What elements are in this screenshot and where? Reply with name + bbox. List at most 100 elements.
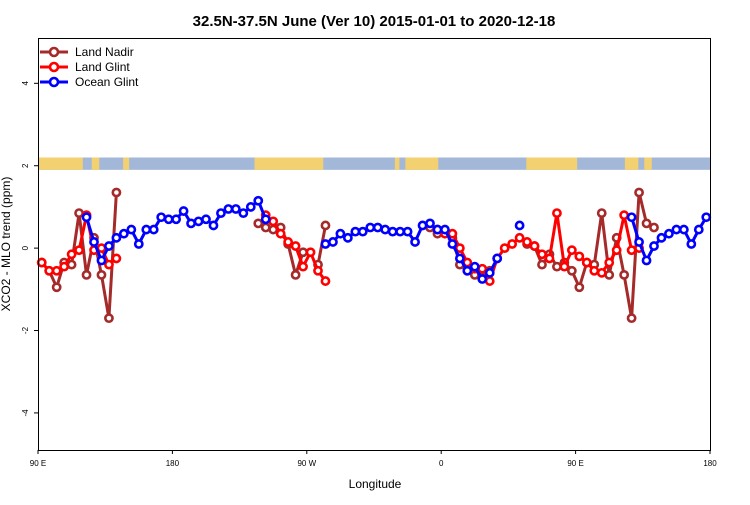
point-land-glint-5: [74, 245, 84, 256]
point-ocean-glint-29: [350, 226, 361, 237]
point-ocean-glint-31: [365, 222, 376, 233]
point-land-glint-46: [626, 245, 637, 256]
point-land-nadir-31: [537, 259, 547, 270]
point-ocean-glint-7: [133, 239, 144, 249]
point-ocean-glint-18: [216, 208, 226, 218]
point-ocean-glint-0: [81, 212, 92, 223]
point-ocean-glint-46: [477, 274, 488, 284]
point-land-nadir-9: [104, 313, 114, 324]
series-layer: [36, 187, 712, 324]
point-land-nadir-35: [566, 265, 577, 276]
point-land-glint-13: [275, 228, 286, 239]
point-land-nadir-45: [641, 218, 652, 229]
point-ocean-glint-34: [387, 226, 398, 237]
point-ocean-glint-49: [514, 220, 525, 231]
point-land-nadir-11: [253, 218, 264, 229]
point-ocean-glint-58: [686, 239, 697, 249]
point-ocean-glint-39: [425, 218, 435, 229]
point-land-glint-9: [104, 259, 114, 270]
point-land-nadir-46: [649, 222, 659, 233]
point-land-nadir-4: [66, 259, 77, 270]
point-land-glint-15: [290, 241, 301, 251]
point-ocean-glint-11: [163, 214, 174, 225]
y-tick-label-0: -4: [21, 409, 30, 417]
point-land-glint-19: [320, 276, 331, 286]
point-ocean-glint-8: [141, 224, 152, 235]
land-segment-0: [38, 157, 83, 170]
point-land-glint-22: [447, 228, 458, 239]
legend-label-ocean-glint: Ocean Glint: [75, 75, 139, 89]
point-ocean-glint-43: [454, 253, 465, 264]
point-ocean-glint-10: [156, 212, 167, 223]
point-ocean-glint-32: [372, 222, 383, 233]
point-land-glint-41: [589, 265, 600, 276]
plot-frame: [38, 38, 711, 451]
point-land-nadir-8: [96, 269, 107, 280]
legend-item-ocean-glint: Ocean Glint: [40, 75, 139, 89]
point-land-glint-1: [44, 265, 55, 276]
point-ocean-glint-24: [260, 214, 271, 225]
point-ocean-glint-4: [111, 232, 122, 243]
point-land-glint-31: [514, 232, 525, 243]
point-ocean-glint-51: [634, 237, 644, 247]
point-land-glint-0: [36, 257, 47, 268]
point-ocean-glint-57: [678, 224, 689, 235]
point-ocean-glint-40: [432, 224, 443, 235]
point-land-glint-2: [51, 265, 62, 276]
point-ocean-glint-59: [693, 224, 704, 235]
x-tick-label-3: 0: [439, 459, 444, 468]
legend-marker-land-nadir: [48, 46, 60, 58]
point-land-glint-42: [596, 267, 607, 278]
point-land-glint-45: [619, 210, 630, 221]
point-ocean-glint-23: [253, 195, 264, 206]
land-segment-1: [91, 157, 100, 170]
y-axis-label: XCO2 - MLO trend (ppm): [0, 177, 13, 312]
point-land-glint-39: [574, 251, 585, 262]
point-land-nadir-12: [260, 222, 271, 233]
point-land-glint-35: [544, 253, 555, 264]
point-ocean-glint-19: [223, 204, 234, 214]
point-ocean-glint-47: [484, 267, 495, 278]
land-segment-6: [526, 157, 578, 170]
point-ocean-glint-44: [462, 265, 473, 276]
point-land-glint-12: [268, 216, 279, 227]
point-land-nadir-39: [596, 208, 607, 218]
point-ocean-glint-28: [342, 232, 353, 243]
point-ocean-glint-27: [335, 228, 346, 239]
point-ocean-glint-15: [193, 216, 204, 227]
x-tick-label-0: 90 E: [30, 459, 46, 468]
point-land-nadir-42: [619, 269, 630, 280]
land-ocean-mask: [38, 157, 710, 170]
point-land-glint-37: [559, 261, 570, 272]
point-land-nadir-5: [74, 208, 84, 218]
point-land-glint-18: [313, 265, 323, 276]
point-land-nadir-44: [634, 187, 644, 198]
series-ocean-glint: [81, 195, 712, 284]
point-land-glint-34: [537, 249, 547, 260]
point-ocean-glint-55: [664, 228, 674, 239]
x-tick-label-1: 180: [166, 459, 180, 468]
point-ocean-glint-22: [245, 202, 256, 212]
point-land-glint-38: [566, 245, 577, 256]
y-tick-label-4: 4: [21, 81, 30, 86]
point-land-nadir-10: [111, 187, 122, 198]
point-land-glint-26: [477, 263, 488, 274]
series-land-glint: [36, 208, 644, 286]
point-land-nadir-43: [626, 313, 637, 324]
point-ocean-glint-21: [238, 208, 249, 218]
point-land-glint-30: [507, 239, 518, 249]
point-ocean-glint-30: [357, 226, 368, 237]
point-ocean-glint-5: [118, 228, 129, 239]
point-ocean-glint-41: [440, 224, 450, 235]
x-tick-label-4: 90 E: [567, 459, 583, 468]
point-land-nadir-40: [604, 269, 615, 280]
ocean-band: [38, 157, 710, 170]
point-land-glint-44: [611, 245, 622, 256]
point-ocean-glint-48: [492, 253, 503, 264]
land-segment-7: [624, 157, 639, 170]
point-land-glint-43: [604, 257, 615, 268]
point-ocean-glint-33: [380, 224, 391, 235]
legend-label-land-glint: Land Glint: [75, 60, 130, 74]
